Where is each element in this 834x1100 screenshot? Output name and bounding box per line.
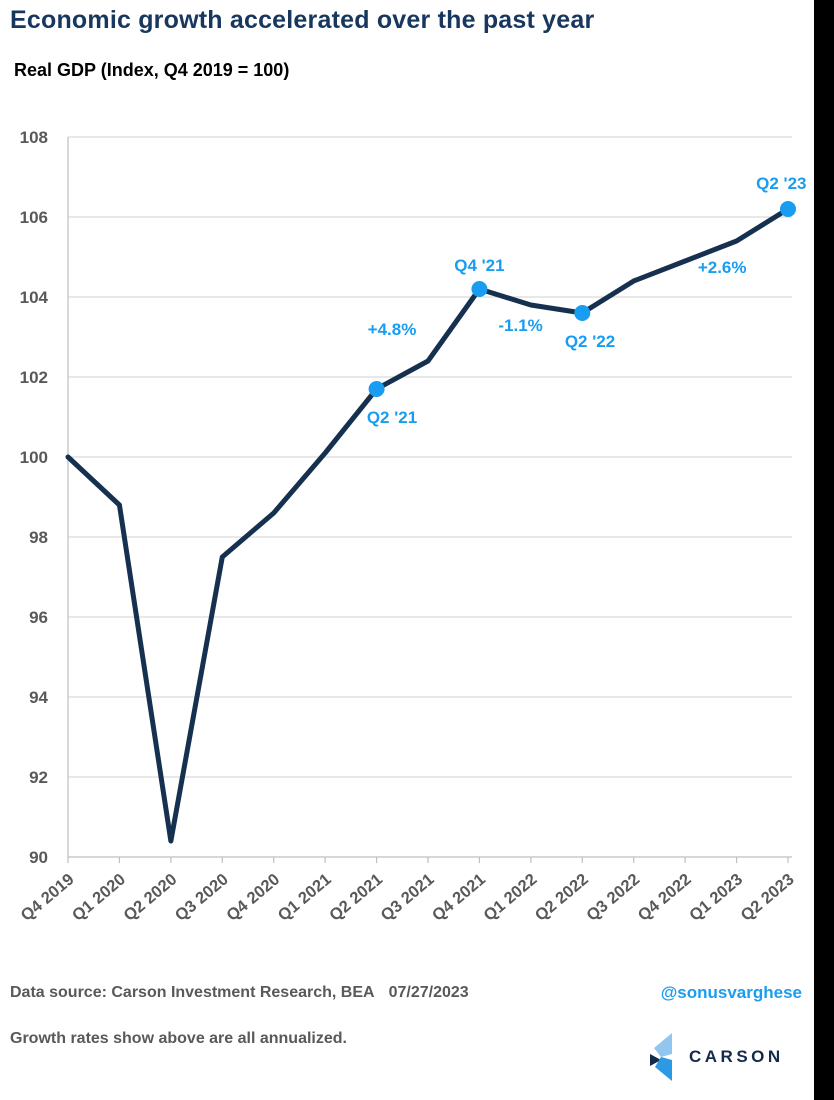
annotation-label: Q2 '21 <box>367 408 417 427</box>
x-axis-tick-label: Q1 2023 <box>686 870 746 924</box>
data-point-marker <box>574 305 591 321</box>
y-axis-tick-label: 104 <box>20 288 49 307</box>
carson-logo: CARSON <box>650 1033 784 1081</box>
data-source-line: Data source: Carson Investment Research,… <box>10 984 469 1002</box>
x-axis-tick-label: Q1 2022 <box>480 870 540 924</box>
annotation-label: +4.8% <box>368 320 417 339</box>
y-axis-tick-label: 108 <box>20 128 48 147</box>
x-axis-tick-label: Q4 2019 <box>18 870 78 924</box>
annotation-label: +2.6% <box>698 258 747 277</box>
x-axis-tick-label: Q3 2020 <box>172 870 232 924</box>
y-axis-tick-label: 92 <box>29 768 48 787</box>
chart-date: 07/27/2023 <box>388 984 469 1001</box>
x-axis-tick-label: Q4 2021 <box>429 870 489 924</box>
logo-arrow-shape <box>650 1054 661 1066</box>
data-point-marker <box>471 281 488 297</box>
annotation-label: Q2 '23 <box>756 174 806 193</box>
y-axis-tick-label: 98 <box>29 528 48 547</box>
carson-logo-icon <box>650 1033 672 1081</box>
x-axis-tick-label: Q2 2022 <box>532 870 592 924</box>
footnote: Growth rates show above are all annualiz… <box>10 1030 347 1047</box>
x-axis-tick-label: Q1 2020 <box>69 870 129 924</box>
x-axis-tick-label: Q1 2021 <box>275 870 335 924</box>
twitter-handle: @sonusvarghese <box>660 983 802 1002</box>
x-axis-tick-label: Q4 2020 <box>223 870 283 924</box>
logo-bottom-shape <box>655 1057 672 1081</box>
x-axis-tick-label: Q4 2022 <box>635 870 695 924</box>
page-title: Economic growth accelerated over the pas… <box>10 6 595 34</box>
x-axis-tick-label: Q2 2021 <box>326 870 386 924</box>
y-axis-tick-label: 96 <box>29 608 48 627</box>
data-point-marker <box>368 381 385 397</box>
gdp-series-line <box>65 206 791 844</box>
annotation-label: Q4 '21 <box>454 256 504 275</box>
chart-subtitle: Real GDP (Index, Q4 2019 = 100) <box>14 60 290 80</box>
y-axis-tick-label: 90 <box>29 848 48 867</box>
logo-top-shape <box>654 1033 672 1057</box>
x-axis-tick-label: Q3 2022 <box>583 870 643 924</box>
annotation-label: -1.1% <box>498 316 542 335</box>
data-source-text: Data source: Carson Investment Research,… <box>10 984 375 1001</box>
x-axis-tick-label: Q2 2020 <box>120 870 180 924</box>
y-axis-tick-label: 100 <box>20 448 48 467</box>
y-axis-tick-label: 94 <box>29 688 48 707</box>
right-border-strip <box>814 0 834 1100</box>
y-axis-tick-label: 106 <box>20 208 48 227</box>
carson-logo-text: CARSON <box>689 1047 784 1066</box>
y-axis-tick-label: 102 <box>20 368 48 387</box>
data-point-marker <box>780 201 796 217</box>
annotation-label: Q2 '22 <box>565 332 615 351</box>
x-axis-tick-label: Q2 2023 <box>738 870 798 924</box>
x-axis-tick-label: Q3 2021 <box>378 870 438 924</box>
